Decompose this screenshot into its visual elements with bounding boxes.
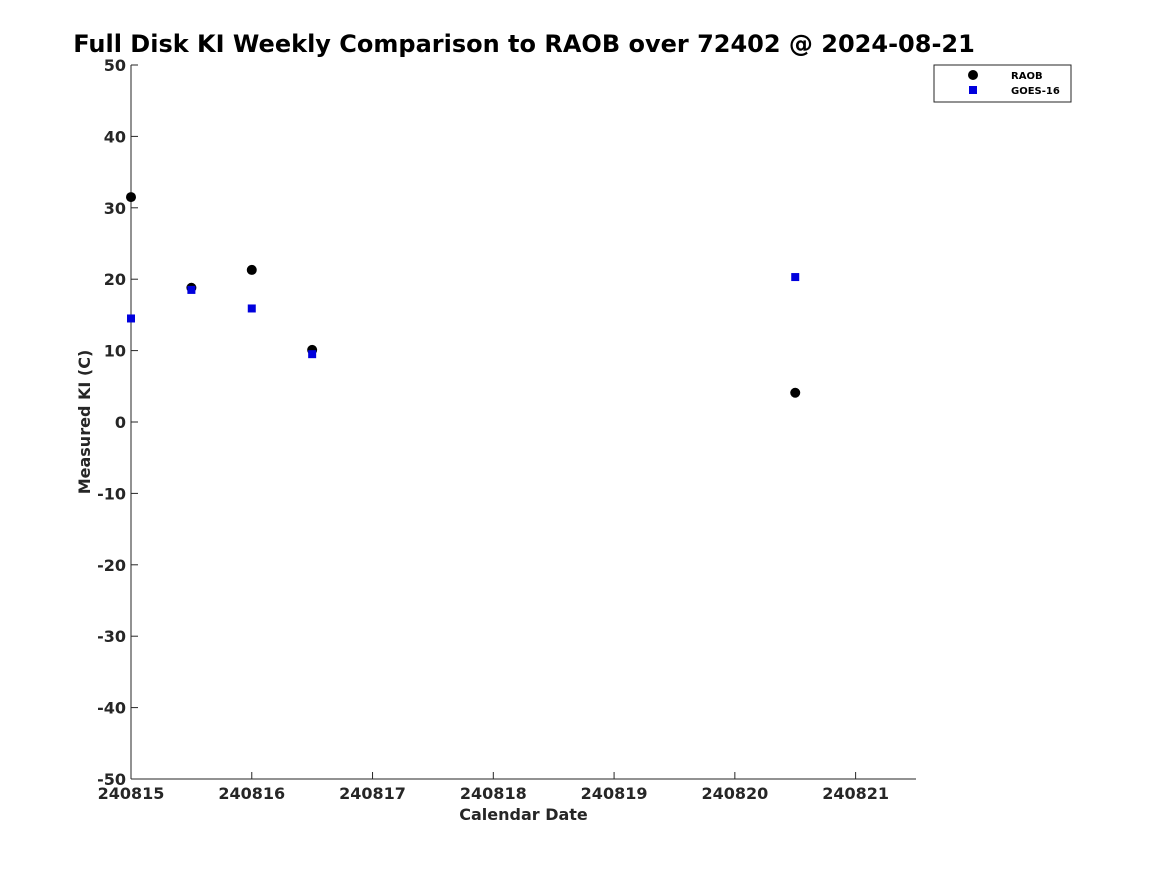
y-axis-label: Measured KI (C) [75, 350, 94, 495]
x-ticks: 240815 240816 240817 240818 240819 240820 2408… [98, 772, 889, 803]
x-tick-label: 240817 [339, 784, 406, 803]
goes-16-point [247, 304, 256, 313]
x-tick-label: 240819 [581, 784, 648, 803]
goes-16-point [308, 350, 317, 359]
raob-point [246, 264, 257, 275]
goes-16-point [187, 285, 196, 294]
y-tick-label: 50 [104, 56, 126, 75]
y-tick-label: -20 [97, 556, 126, 575]
legend-label: GOES-16 [1011, 86, 1060, 97]
y-tick-label: 10 [104, 342, 126, 361]
y-tick-label: -40 [97, 699, 126, 718]
data-points [126, 192, 801, 398]
goes-16-point [791, 273, 800, 282]
legend-marker-raob [968, 70, 978, 80]
x-tick-label: 240816 [218, 784, 285, 803]
chart-title: Full Disk KI Weekly Comparison to RAOB o… [73, 30, 975, 58]
x-tick-label: 240821 [822, 784, 889, 803]
legend-marker-goes-16 [969, 86, 977, 94]
x-tick-label: 240815 [98, 784, 165, 803]
y-tick-label: 0 [115, 413, 126, 432]
y-ticks: -50 -40 -30 -20 -10 0 10 20 30 40 50 [97, 56, 138, 789]
axes [130, 65, 916, 780]
raob-point [790, 387, 801, 398]
x-tick-label: 240820 [701, 784, 768, 803]
raob-point [126, 192, 136, 203]
y-tick-label: -50 [97, 770, 126, 789]
y-tick-label: 20 [104, 270, 126, 289]
legend-label: RAOB [1011, 71, 1043, 82]
x-axis-label: Calendar Date [459, 805, 588, 824]
x-tick-label: 240818 [460, 784, 527, 803]
y-tick-label: 30 [104, 199, 126, 218]
y-tick-label: -30 [97, 627, 126, 646]
y-tick-label: 40 [104, 127, 126, 146]
legend-box [933, 64, 1072, 103]
y-tick-label: -10 [97, 484, 126, 503]
legend: RAOB GOES-16 [933, 64, 1072, 103]
goes-16-point [127, 314, 135, 323]
